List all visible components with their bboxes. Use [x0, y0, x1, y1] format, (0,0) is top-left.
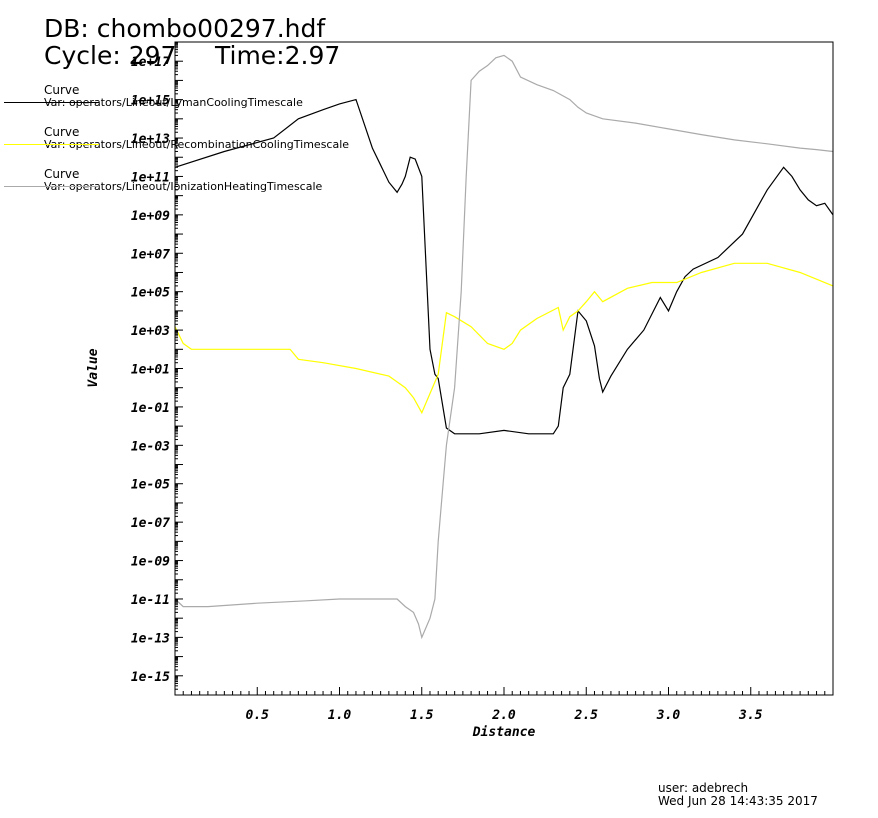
y-tick-label: 1e+11: [131, 170, 170, 185]
x-tick-label: 3.0: [656, 708, 681, 723]
legend-var: Var: operators/Lineout/LymanCoolingTimes…: [44, 96, 303, 109]
y-tick-label: 1e+09: [131, 209, 170, 224]
y-tick-label: 1e-03: [131, 439, 170, 454]
x-tick-label: 1.5: [410, 708, 434, 723]
legend-var: Var: operators/Lineout/IonizationHeating…: [44, 180, 323, 193]
y-tick-label: 1e+15: [131, 94, 170, 109]
y-tick-label: 1e+17: [131, 55, 170, 70]
x-tick-label: 2.0: [491, 708, 516, 723]
user-label: user: adebrech: [658, 781, 749, 795]
x-tick-label: 1.0: [328, 708, 352, 723]
y-tick-label: 1e-07: [131, 516, 170, 531]
legend-swatch: [4, 144, 99, 145]
series-line-LymanCoolingTimescale: [174, 98, 834, 435]
y-tick-label: 1e+13: [131, 132, 170, 147]
y-tick-label: 1e+07: [131, 247, 170, 262]
series-line-RecombinationCoolingTimescale: [174, 262, 834, 415]
x-tick-label: 0.5: [246, 708, 270, 723]
y-axis: 1e+17 1e+15 1e+13 1e+11 1e+09 1e+07 1e+05 1e+03…: [131, 41, 183, 696]
y-tick-label: 1e+05: [131, 286, 170, 301]
legend-swatch: [4, 102, 99, 103]
y-tick-label: 1e-01: [131, 401, 170, 416]
y-tick-label: 1e-09: [131, 555, 170, 570]
series-line-IonizationHeatingTimescale: [174, 54, 834, 640]
legend-title: Curve: [44, 125, 80, 139]
y-tick-label: 1e-11: [131, 593, 170, 608]
legend-swatch: [4, 186, 99, 187]
chart-curves: [174, 54, 834, 640]
y-tick-label: 1e+01: [131, 363, 170, 378]
legend-var: Var: operators/Lineout/RecombinationCool…: [44, 138, 350, 151]
y-tick-label: 1e+03: [131, 324, 170, 339]
db-title: DB: chombo00297.hdf: [44, 14, 326, 43]
x-tick-label: 3.5: [738, 708, 763, 723]
legend-title: Curve: [44, 167, 80, 181]
y-tick-label: 1e-13: [131, 631, 170, 646]
y-axis-title: Value: [86, 348, 101, 387]
x-axis: 0.5 1.0 1.5 2.0 2.5 3.0 3.5: [174, 687, 834, 723]
timestamp-label: Wed Jun 28 14:43:35 2017: [658, 794, 818, 808]
x-axis-title: Distance: [472, 725, 536, 740]
legend-title: Curve: [44, 83, 80, 97]
y-tick-label: 1e-05: [131, 478, 170, 493]
time-label: Time:2.97: [215, 41, 341, 70]
cycle-label: Cycle: 297: [44, 41, 177, 70]
y-tick-label: 1e-15: [131, 670, 170, 685]
x-tick-label: 2.5: [574, 708, 599, 723]
